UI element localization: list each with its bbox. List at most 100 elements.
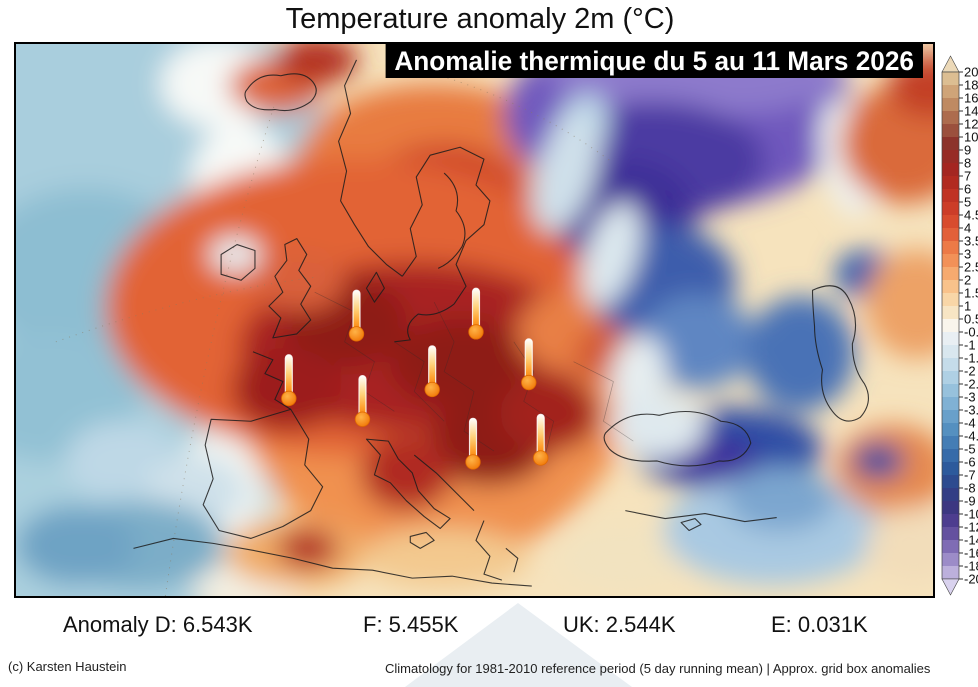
- colorbar-segment: [942, 254, 959, 267]
- coast-sweden-finland: [401, 146, 491, 305]
- colorbar-label: -1.5: [964, 351, 978, 366]
- colorbar-segment: [942, 85, 959, 98]
- colorbar-label: -6: [964, 455, 976, 470]
- colorbar-segment: [942, 384, 959, 397]
- anomaly-value-e: E: 0.031K: [771, 612, 868, 637]
- colorbar-segment: [942, 449, 959, 462]
- coastlines: [133, 59, 869, 587]
- coast-black-sea: [603, 411, 752, 467]
- colorbar-label: -8: [964, 481, 976, 496]
- colorbar-segment: [942, 137, 959, 150]
- thermometer-icon-bulgaria: [533, 413, 549, 466]
- coast-baltic: [394, 303, 455, 343]
- colorbar-label: 8: [964, 156, 971, 171]
- coast-sicily: [409, 531, 435, 549]
- coast-turkey: [625, 510, 777, 523]
- coast-gulf-bothnia: [437, 172, 466, 269]
- colorbar-segment: [942, 397, 959, 410]
- colorbar-segment: [942, 228, 959, 241]
- anomaly-value-d: Anomaly D: 6.543K: [63, 612, 253, 637]
- colorbar-segment: [942, 540, 959, 553]
- colorbar-segment: [942, 150, 959, 163]
- map-blob: [866, 507, 933, 584]
- thermometer-icon-serbia: [465, 417, 481, 470]
- map-blob: [499, 375, 600, 452]
- colorbar-segment: [942, 215, 959, 228]
- map-blob: [581, 201, 642, 308]
- colorbar-label: 3.5: [964, 234, 978, 249]
- thermometer-icon-carpathians: [521, 338, 537, 391]
- coast-iceland: [244, 73, 317, 112]
- coast-italy: [365, 438, 451, 530]
- colorbar: 201816141210987654.543.532.521.510.5-0.5…: [941, 55, 978, 596]
- colorbar-label: -2: [964, 364, 976, 379]
- colorbar-segment: [942, 98, 959, 111]
- colorbar-label: 9: [964, 143, 971, 158]
- colorbar-segment: [942, 163, 959, 176]
- colorbar-segment: [942, 293, 959, 306]
- colorbar-label: -4.5: [964, 429, 978, 444]
- map-blob: [725, 465, 836, 532]
- coast-cyprus: [680, 518, 702, 532]
- colorbar-segment: [942, 241, 959, 254]
- colorbar-label: 6: [964, 182, 971, 197]
- coast-greece: [475, 520, 519, 581]
- europe-anomaly-map: Anomalie thermique du 5 au 11 Mars 2026: [14, 42, 935, 598]
- thermometer-icon-alps: [354, 375, 371, 427]
- colorbar-label: 14: [964, 104, 978, 119]
- colorbar-segment: [942, 566, 959, 579]
- colorbar-segment: [942, 72, 959, 85]
- thermometer-icon-germany: [348, 289, 365, 342]
- colorbar-label: -4: [964, 416, 976, 431]
- page-title: Temperature anomaly 2m (°C): [285, 3, 675, 35]
- colorbar-segment: [942, 553, 959, 566]
- map-blob: [16, 505, 136, 586]
- graticule-lines: [55, 73, 614, 596]
- colorbar-segment: [942, 280, 959, 293]
- colorbar-label: -7: [964, 468, 976, 483]
- colorbar-label: 20: [964, 65, 978, 80]
- coast-ireland: [220, 244, 256, 281]
- colorbar-label: -10: [964, 507, 978, 522]
- coast-caspian: [811, 285, 869, 422]
- colorbar-label: 7: [964, 169, 971, 184]
- map-blob: [610, 393, 706, 459]
- colorbar-label: -3: [964, 390, 976, 405]
- colorbar-label: -18: [964, 559, 978, 574]
- colorbar-label: 5: [964, 195, 971, 210]
- colorbar-segment: [942, 345, 959, 358]
- map-blob: [745, 296, 856, 412]
- thermometer-icon-poland: [468, 287, 484, 340]
- colorbar-label: 1.5: [964, 286, 978, 301]
- banner: Anomalie thermique du 5 au 11 Mars 2026: [385, 44, 923, 78]
- colorbar-label: -20: [964, 572, 978, 587]
- colorbar-segment: [942, 423, 959, 436]
- colorbar-label: 4: [964, 221, 971, 236]
- map-blob: [531, 113, 600, 233]
- anomaly-value-uk: UK: 2.544K: [563, 612, 676, 637]
- colorbar-label: 10: [964, 130, 978, 145]
- credit-text: (c) Karsten Haustein: [8, 659, 127, 674]
- colorbar-label: -0.5: [964, 325, 978, 340]
- colorbar-segment: [942, 189, 959, 202]
- colorbar-label: 16: [964, 91, 978, 106]
- colorbar-label: 1: [964, 299, 971, 314]
- colorbar-segment: [942, 371, 959, 384]
- coast-britain: [268, 238, 312, 339]
- colorbar-segment: [942, 462, 959, 475]
- colorbar-segment: [942, 488, 959, 501]
- colorbar-label: -12: [964, 520, 978, 535]
- coast-adriatic: [413, 454, 475, 512]
- colorbar-label: -9: [964, 494, 976, 509]
- thermometer-icon-czechia: [424, 345, 440, 398]
- colorbar-segment: [942, 501, 959, 514]
- colorbar-segment: [942, 306, 959, 319]
- colorbar-segment: [942, 319, 959, 332]
- colorbar-label: 2: [964, 273, 971, 288]
- thermometer-markers: [281, 287, 549, 470]
- colorbar-label: 4.5: [964, 208, 978, 223]
- colorbar-label: 2.5: [964, 260, 978, 275]
- colorbar-segment: [942, 124, 959, 137]
- map-blob: [209, 236, 261, 273]
